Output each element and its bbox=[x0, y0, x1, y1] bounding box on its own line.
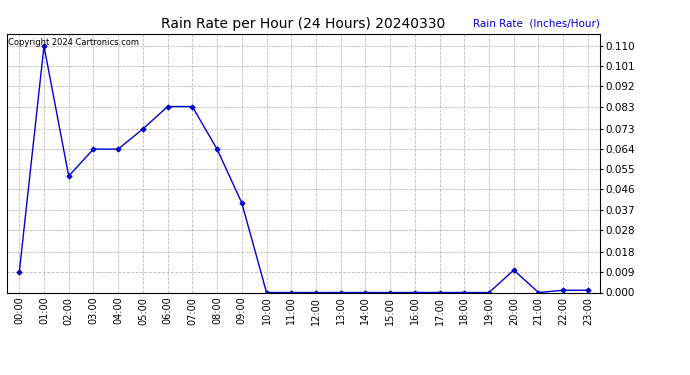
Title: Rain Rate per Hour (24 Hours) 20240330: Rain Rate per Hour (24 Hours) 20240330 bbox=[161, 17, 446, 31]
Text: Copyright 2024 Cartronics.com: Copyright 2024 Cartronics.com bbox=[8, 38, 139, 46]
Text: Rain Rate  (Inches/Hour): Rain Rate (Inches/Hour) bbox=[473, 19, 600, 28]
